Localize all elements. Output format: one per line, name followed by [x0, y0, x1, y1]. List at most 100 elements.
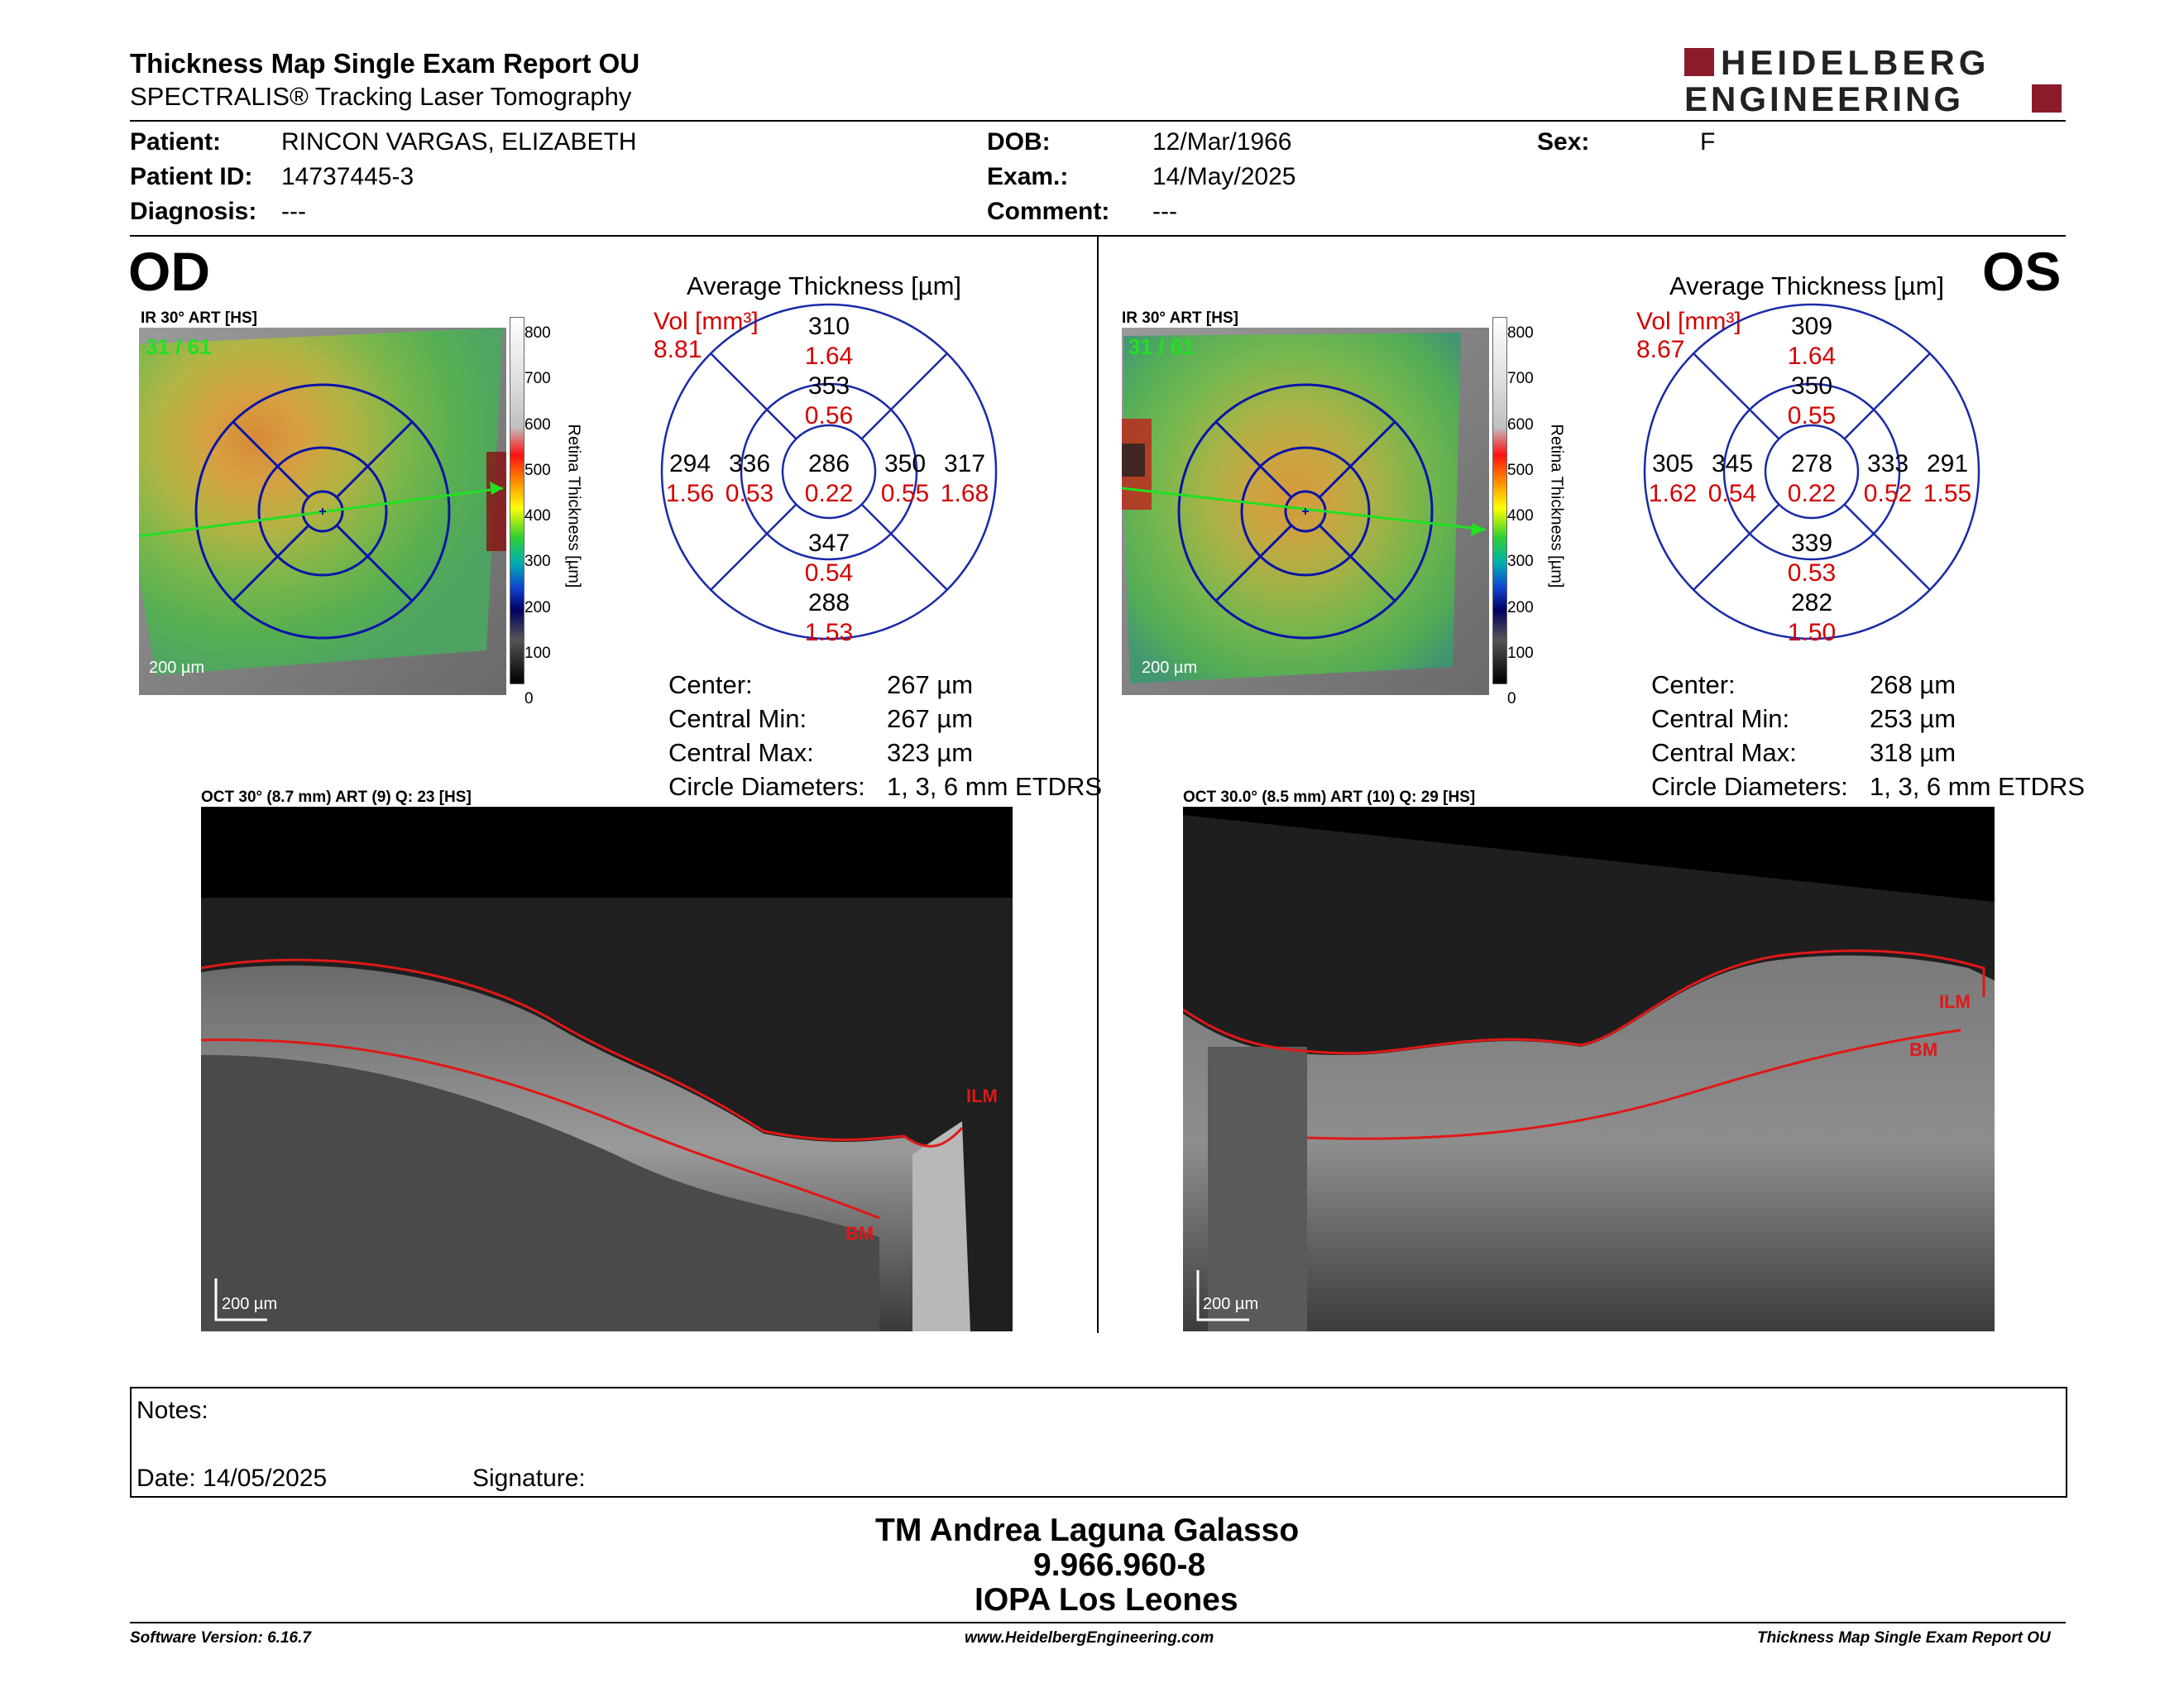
os-thickness-scale-bar — [1492, 317, 1507, 684]
os-inner-superior: 350 — [1790, 372, 1833, 400]
od-outer-left-vol: 1.56 — [665, 480, 715, 507]
od-center-vol: 0.22 — [804, 480, 854, 507]
os-center-value: 268 µm — [1870, 670, 1956, 699]
od-outer-superior-vol: 1.64 — [804, 343, 854, 370]
os-center: 278 — [1790, 450, 1833, 477]
footer-website[interactable]: www.HeidelbergEngineering.com — [965, 1629, 1214, 1647]
notes-box: Notes: Date: 14/05/2025 Signature: — [130, 1387, 2067, 1498]
os-inner-inferior: 339 — [1790, 530, 1833, 557]
os-inner-superior-vol: 0.55 — [1787, 402, 1837, 429]
os-frame-counter: 31 / 61 — [1128, 334, 1195, 359]
signer-institution: IOPA Los Leones — [975, 1582, 1238, 1618]
od-inner-right-vol: 0.55 — [880, 480, 930, 507]
signer-id: 9.966.960-8 — [1033, 1547, 1206, 1583]
os-circle-diam-label: Circle Diameters: — [1651, 772, 1848, 801]
os-ir-title: IR 30° ART [HS] — [1122, 309, 1238, 327]
od-circle-diam-value: 1, 3, 6 mm ETDRS — [887, 772, 1103, 801]
os-outer-right-vol: 1.55 — [1923, 480, 1972, 507]
od-central-min-label: Central Min: — [668, 704, 807, 733]
patient-label: Patient: — [130, 128, 222, 156]
od-inner-superior: 353 — [807, 372, 850, 400]
os-scale-ticks: 800 700 600 500 400 300 200 100 0 — [1507, 324, 1534, 708]
od-inner-superior-vol: 0.56 — [804, 402, 854, 429]
os-outer-left-vol: 1.62 — [1648, 480, 1698, 507]
od-outer-right-vol: 1.68 — [940, 480, 989, 507]
signature-label: Signature: — [472, 1465, 586, 1492]
os-etdrs-grid — [1643, 303, 1980, 640]
od-central-min-value: 267 µm — [887, 704, 974, 733]
od-etdrs-grid — [660, 303, 998, 640]
os-eye-label: OS — [1982, 241, 2062, 302]
od-outer-inferior-vol: 1.53 — [804, 619, 854, 646]
diagnosis-value: --- — [281, 198, 306, 225]
os-ilm-label: ILM — [1939, 991, 1971, 1012]
os-inner-left-vol: 0.54 — [1707, 480, 1757, 507]
exam-label: Exam.: — [987, 163, 1069, 190]
od-oct-title: OCT 30° (8.7 mm) ART (9) Q: 23 [HS] — [201, 789, 472, 806]
os-ir-thickness-map — [1122, 328, 1489, 695]
sex-value: F — [1700, 128, 1716, 156]
os-outer-inferior: 282 — [1790, 589, 1833, 616]
dob-label: DOB: — [987, 128, 1051, 156]
od-ilm-label: ILM — [966, 1086, 998, 1106]
os-vol-total: 8.67 — [1636, 336, 1685, 363]
os-outer-superior: 309 — [1790, 313, 1833, 340]
od-center-value: 267 µm — [887, 670, 974, 699]
os-inner-right: 333 — [1866, 450, 1909, 477]
os-bm-label: BM — [1909, 1039, 1938, 1060]
os-central-min-label: Central Min: — [1651, 704, 1790, 733]
software-version: Software Version: 6.16.7 — [130, 1629, 311, 1647]
signer-name: TM Andrea Laguna Galasso — [875, 1513, 1300, 1548]
comment-label: Comment: — [987, 198, 1110, 225]
os-central-max-value: 318 µm — [1870, 738, 1956, 767]
od-thickness-scale-bar — [510, 317, 524, 684]
od-outer-right: 317 — [943, 450, 986, 477]
os-outer-inferior-vol: 1.50 — [1787, 619, 1837, 646]
os-center-vol: 0.22 — [1787, 480, 1837, 507]
os-inner-right-vol: 0.52 — [1863, 480, 1913, 507]
od-central-max-label: Central Max: — [668, 738, 814, 767]
od-inner-left-vol: 0.53 — [725, 480, 774, 507]
os-oct-scale: 200 µm — [1203, 1295, 1259, 1313]
patient-id: 14737445-3 — [281, 163, 414, 190]
dob-value: 12/Mar/1966 — [1152, 128, 1292, 156]
od-scale-ticks: 800 700 600 500 400 300 200 100 0 — [524, 324, 551, 708]
patient-id-label: Patient ID: — [130, 163, 253, 190]
od-outer-left: 294 — [668, 450, 711, 477]
comment-value: --- — [1152, 198, 1177, 225]
os-central-min-value: 253 µm — [1870, 704, 1956, 733]
od-bm-label: BM — [845, 1223, 874, 1244]
os-inner-inferior-vol: 0.53 — [1787, 559, 1837, 587]
diagnosis-label: Diagnosis: — [130, 198, 257, 225]
footer-report-name: Thickness Map Single Exam Report OU — [1757, 1629, 2051, 1647]
os-outer-right: 291 — [1926, 450, 1969, 477]
od-outer-inferior: 288 — [807, 589, 850, 616]
od-central-max-value: 323 µm — [887, 738, 974, 767]
od-eye-label: OD — [128, 241, 210, 302]
od-oct-scale: 200 µm — [222, 1295, 278, 1313]
report-subtitle: SPECTRALIS® Tracking Laser Tomography — [130, 82, 632, 111]
od-vol-total: 8.81 — [654, 336, 702, 363]
os-center-label: Center: — [1651, 670, 1736, 699]
od-outer-superior: 310 — [807, 313, 850, 340]
exam-value: 14/May/2025 — [1152, 163, 1296, 190]
os-central-max-label: Central Max: — [1651, 738, 1797, 767]
od-ir-scale: 200 µm — [149, 659, 205, 677]
os-outer-superior-vol: 1.64 — [1787, 343, 1837, 370]
heidelberg-logo: HEIDELBERG ENGINEERING — [1684, 43, 2065, 118]
od-frame-counter: 31 / 61 — [146, 334, 212, 359]
os-oct-title: OCT 30.0° (8.5 mm) ART (10) Q: 29 [HS] — [1183, 789, 1476, 806]
os-avg-title: Average Thickness [µm] — [1669, 271, 1945, 300]
os-inner-left: 345 — [1711, 450, 1754, 477]
od-circle-diam-label: Circle Diameters: — [668, 772, 865, 801]
od-inner-inferior-vol: 0.54 — [804, 559, 854, 587]
report-title: Thickness Map Single Exam Report OU — [130, 48, 640, 79]
os-circle-diam-value: 1, 3, 6 mm ETDRS — [1870, 772, 2086, 801]
os-ir-scale: 200 µm — [1142, 659, 1198, 677]
notes-date: Date: 14/05/2025 — [136, 1465, 328, 1492]
os-scale-label: Retina Thickness [µm] — [1547, 424, 1566, 588]
notes-label: Notes: — [136, 1397, 208, 1424]
os-outer-left: 305 — [1651, 450, 1694, 477]
od-center-label: Center: — [668, 670, 753, 699]
od-ir-title: IR 30° ART [HS] — [141, 309, 257, 327]
